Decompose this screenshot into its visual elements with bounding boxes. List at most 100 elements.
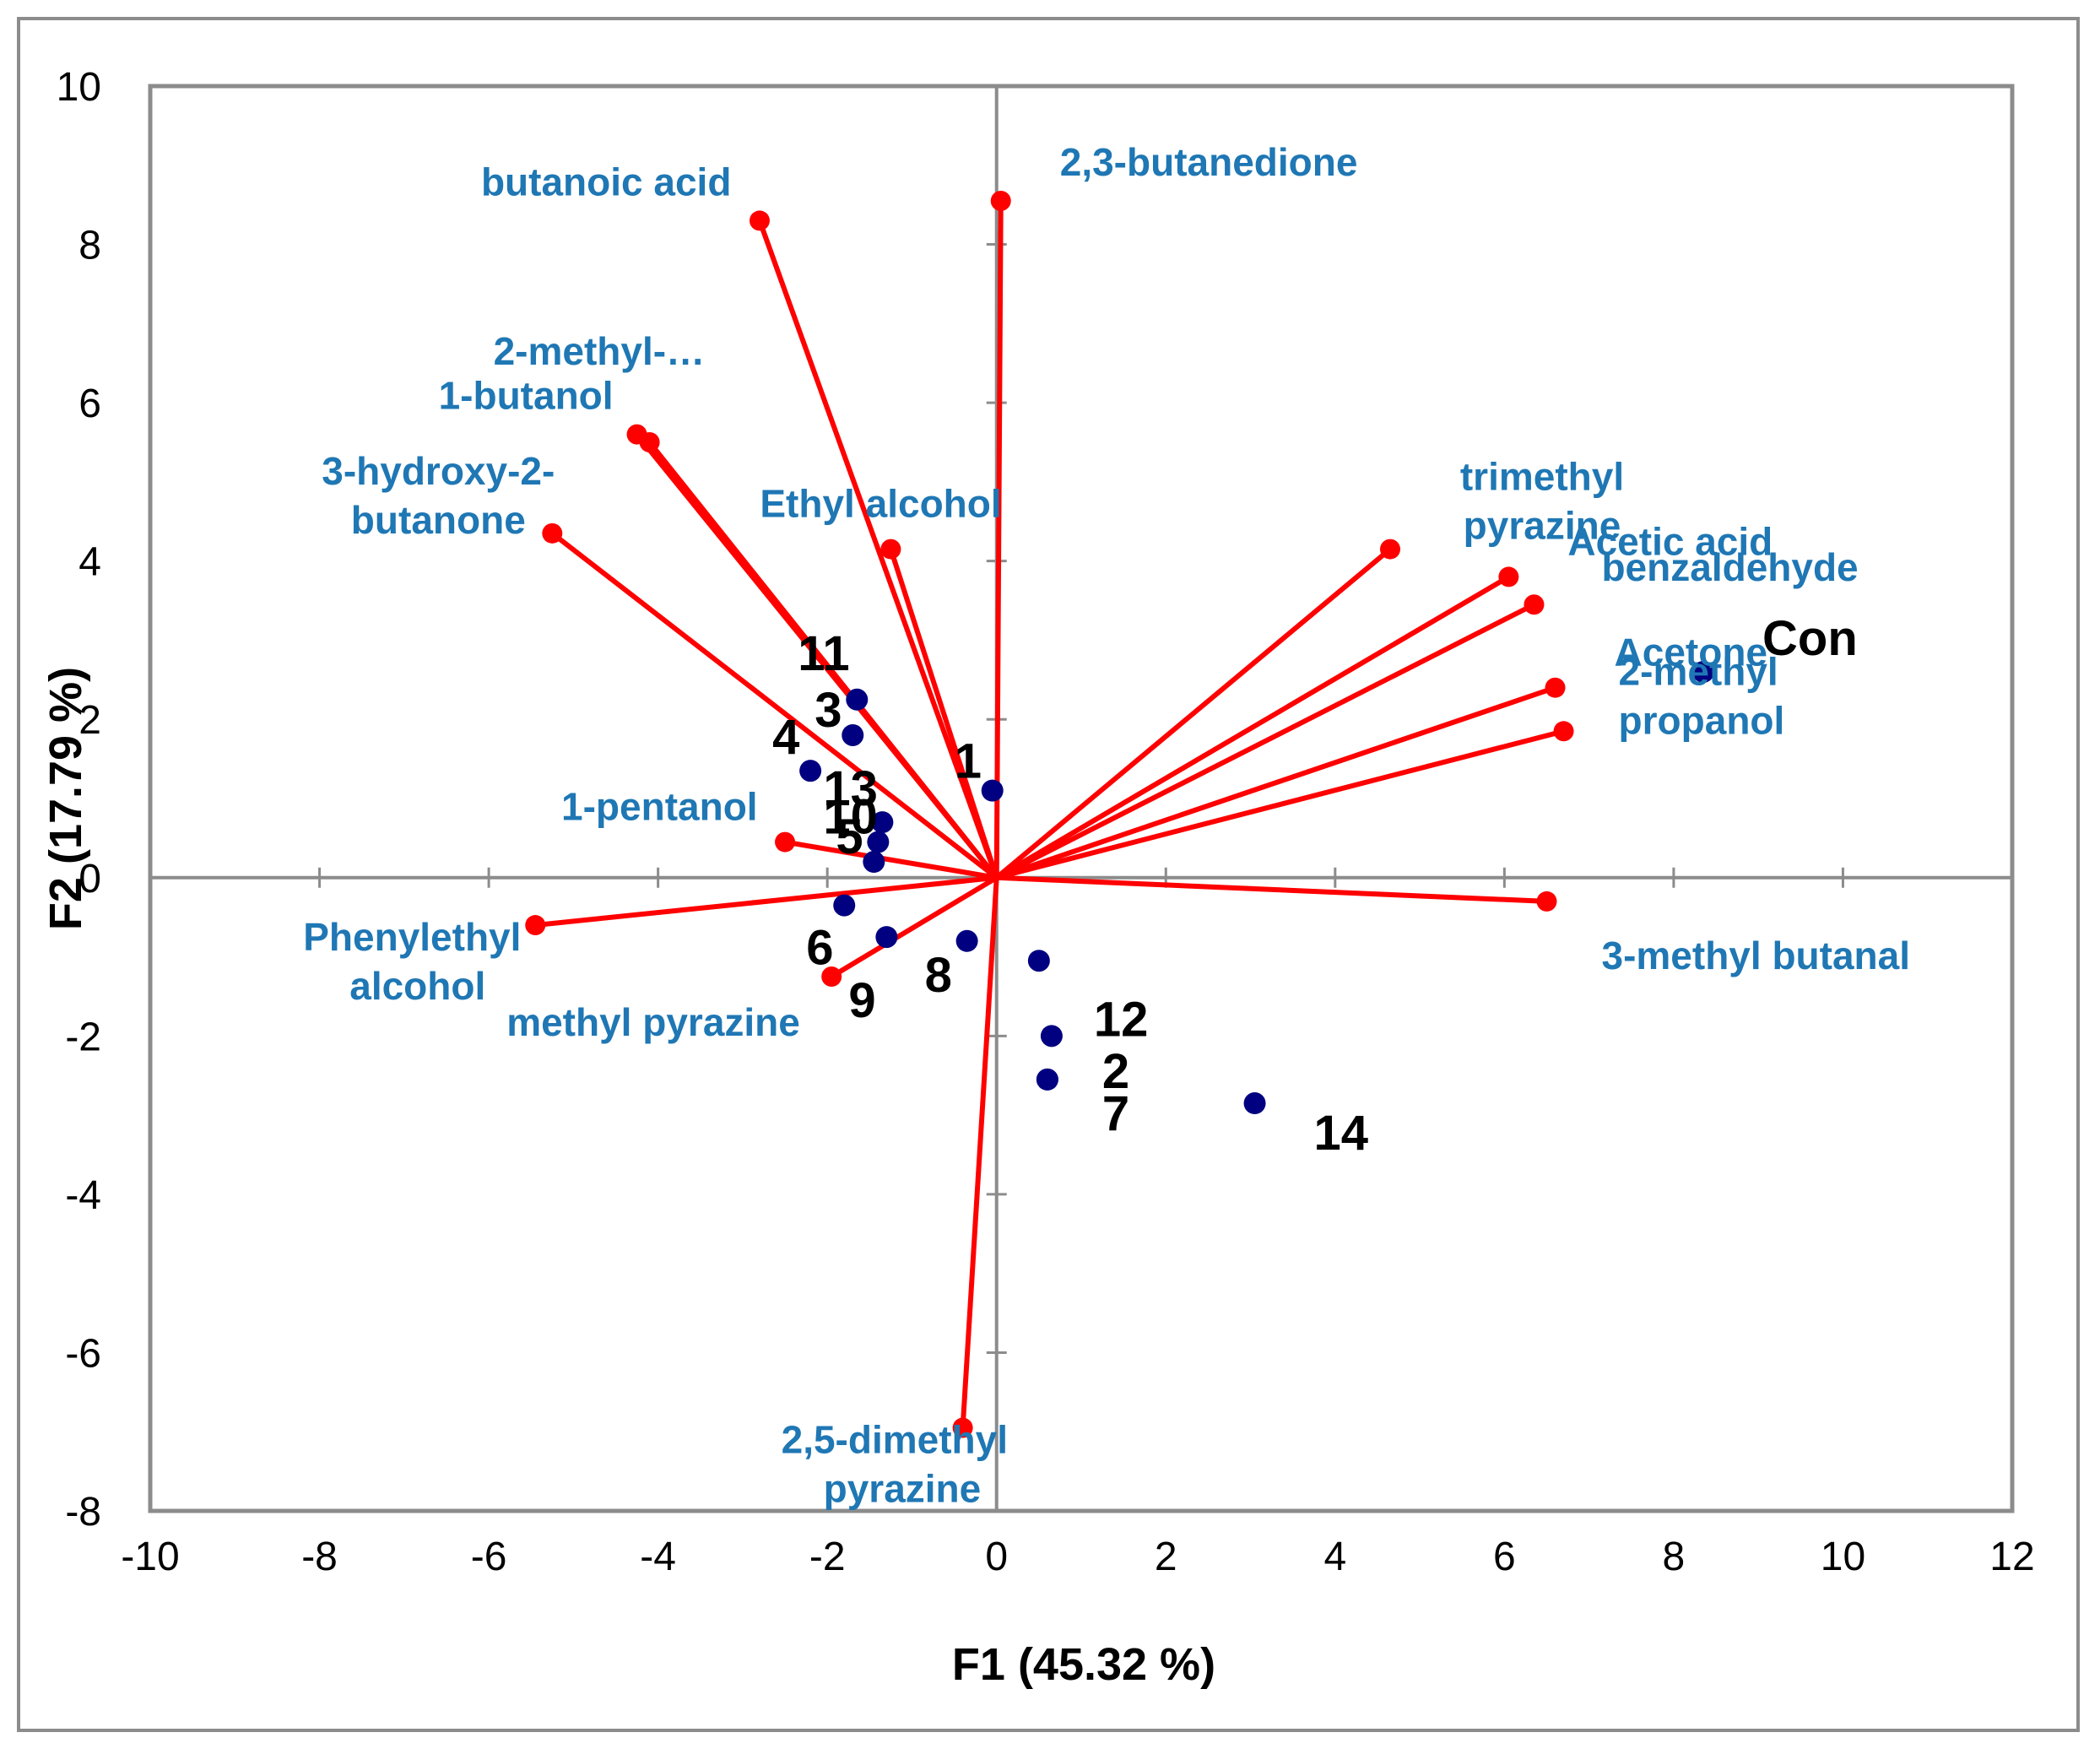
variable-point [1553, 721, 1574, 742]
y-tick-label: 6 [78, 382, 101, 426]
variable-point [1536, 891, 1557, 912]
variable-point [525, 915, 546, 936]
variable-label: methyl pyrazine [506, 1000, 800, 1044]
variable-point [542, 522, 563, 544]
observation-point [1036, 1068, 1058, 1091]
x-tick-label: 8 [1663, 1535, 1686, 1579]
variable-label: 2,5-dimethyl pyrazine [782, 1418, 1008, 1511]
observation-label: 2 [1102, 1044, 1129, 1099]
variable-label: 1-butanol [439, 374, 614, 418]
observation-label: 9 [848, 973, 875, 1028]
x-axis-title: F1 (45.32 %) [952, 1639, 1215, 1690]
observation-point [799, 760, 822, 782]
observation-point [846, 688, 869, 711]
observation-point [981, 779, 1004, 802]
variable-vector [993, 200, 1004, 878]
variable-label: Acetone [1615, 631, 1767, 674]
y-tick-label: 2 [78, 698, 101, 743]
x-tick-label: -4 [640, 1535, 676, 1579]
observation-label: 12 [1094, 992, 1149, 1047]
variable-vector [995, 574, 1510, 880]
y-tick-label: -2 [65, 1015, 101, 1059]
variable-vector [994, 547, 1392, 880]
y-axis-title: F2 (17.79 %) [41, 667, 91, 930]
y-tick-label: -4 [65, 1173, 101, 1218]
variable-point [626, 424, 647, 445]
observation-label: 5 [836, 809, 863, 864]
observation-point [871, 811, 894, 834]
variable-vector [995, 685, 1556, 880]
variable-point [749, 210, 770, 231]
observation-point [875, 926, 898, 949]
observation-point [1040, 1025, 1063, 1048]
observation-label: 6 [806, 921, 833, 976]
variable-point [821, 966, 842, 987]
plot-area [148, 84, 2015, 1513]
x-tick-label: -10 [121, 1535, 179, 1579]
observation-label: 4 [772, 710, 799, 765]
observation-point [833, 894, 856, 917]
y-tick-label: 0 [78, 857, 101, 901]
x-tick-label: 12 [1989, 1535, 2034, 1579]
variable-vector [995, 728, 1565, 880]
x-tick-label: 0 [985, 1535, 1008, 1579]
variable-point [880, 539, 901, 560]
x-tick-label: 4 [1323, 1535, 1346, 1579]
observation-label: 10 [823, 790, 878, 845]
variable-label: 2,3-butanedione [1060, 140, 1358, 184]
variable-vector [784, 839, 998, 880]
observation-label: 1 [955, 734, 982, 789]
x-tick-label: -6 [471, 1535, 507, 1579]
x-tick-label: 10 [1821, 1535, 1865, 1579]
observation-point [1243, 1092, 1266, 1115]
variable-label: 3-methyl butanal [1602, 934, 1911, 977]
variable-label: 2-methyl propanol [1619, 649, 1785, 742]
observation-point [863, 851, 885, 874]
variable-point [775, 831, 796, 853]
variable-label: butanoic acid [481, 160, 731, 203]
observation-point [842, 723, 864, 746]
x-tick-label: -8 [301, 1535, 338, 1579]
variable-vector [960, 877, 999, 1428]
variable-vector [534, 874, 998, 928]
variable-vector [995, 602, 1535, 880]
variable-label: Ethyl alcohol [760, 482, 1001, 526]
variable-label: Phenylethyl alcohol [303, 915, 521, 1008]
variable-vector [757, 219, 999, 879]
variable-label: trimethyl pyrazine [1460, 455, 1624, 548]
observation-point [1027, 950, 1050, 972]
x-tick-label: 2 [1155, 1535, 1177, 1579]
x-tick-label: -2 [809, 1535, 846, 1579]
observation-label: 3 [815, 683, 842, 738]
y-tick-label: 4 [78, 540, 101, 585]
variable-point [990, 190, 1011, 211]
observation-label: Con [1762, 611, 1858, 666]
variable-vector [635, 432, 999, 880]
variable-label: 3-hydroxy-2-butanone [322, 449, 555, 542]
variable-label: 2-methyl-… [494, 329, 705, 373]
variable-point [1524, 594, 1545, 615]
variable-point [952, 1417, 973, 1438]
observation-point [955, 929, 978, 952]
variable-vector [830, 875, 999, 979]
variable-vector [550, 531, 999, 880]
variable-point [1545, 677, 1566, 698]
observation-label: 8 [925, 948, 952, 1003]
x-tick-label: 6 [1493, 1535, 1516, 1579]
observation-label: 13 [823, 761, 878, 816]
observation-label: 14 [1314, 1106, 1369, 1161]
variable-label: benzaldehyde [1601, 545, 1858, 589]
variable-label: 1-pentanol [561, 785, 758, 829]
observation-point [867, 831, 890, 853]
observation-point [1692, 660, 1715, 683]
variable-vector [888, 548, 999, 879]
variable-point [1498, 566, 1519, 587]
y-tick-label: 10 [57, 65, 101, 110]
observation-label: 7 [1102, 1086, 1129, 1141]
variable-label: Acetic acid [1567, 519, 1773, 563]
variable-vector [996, 874, 1547, 904]
y-tick-label: 8 [78, 224, 101, 268]
y-tick-label: -6 [65, 1331, 101, 1376]
